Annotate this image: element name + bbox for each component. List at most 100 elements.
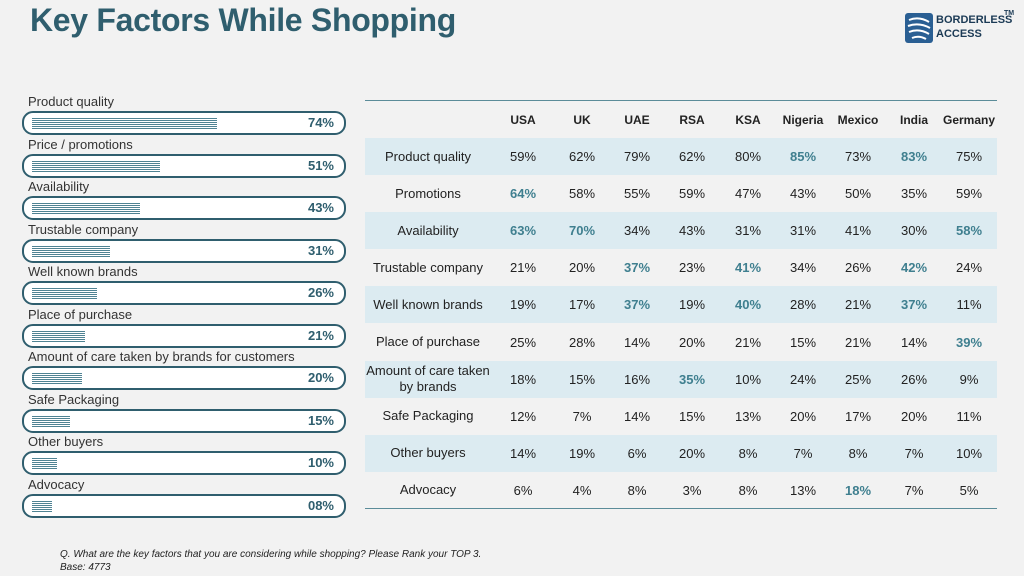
bar [32, 160, 160, 172]
bar-frame: 74% [22, 111, 346, 135]
table-cell: 21% [844, 297, 872, 313]
table-cell: 26% [844, 260, 872, 276]
table-cell: 7% [904, 482, 924, 498]
table-top-rule [365, 100, 997, 101]
table-cell: 11% [956, 408, 982, 424]
page-title: Key Factors While Shopping [30, 2, 457, 38]
table-cell: 50% [844, 186, 872, 202]
bar [32, 415, 70, 427]
table-cell: 17% [844, 408, 872, 424]
row-label: Trustable company [372, 259, 484, 275]
table-cell: 25% [509, 334, 537, 350]
table-cell-highlighted: 37% [900, 297, 928, 313]
footnote-question: Q. What are the key factors that you are… [60, 549, 482, 560]
row-label: Safe Packaging [382, 408, 474, 424]
table-cell: 34% [623, 223, 651, 239]
table-cell: 10% [955, 445, 983, 461]
bar-value-label: 74% [307, 115, 334, 130]
table-cell: 8% [848, 445, 868, 461]
table-cell-highlighted: 18% [844, 482, 872, 498]
column-header: USA [510, 113, 536, 127]
bar-category-label: Advocacy [28, 476, 85, 492]
footnote: Q. What are the key factors that you are… [60, 548, 481, 574]
bar-category-label: Product quality [28, 94, 114, 109]
table-cell: 21% [509, 260, 537, 276]
table-cell: 18% [509, 371, 537, 387]
table-cell-highlighted: 39% [955, 334, 983, 350]
bar [32, 118, 217, 129]
table-cell: 19% [568, 445, 596, 461]
table-cell: 11% [956, 297, 982, 313]
logo-line-1: BORDERLESS [936, 14, 1013, 26]
table-cell-highlighted: 70% [568, 223, 596, 239]
brand-logo: BORDERLESS ACCESS TM [904, 10, 1015, 46]
table-cell-highlighted: 37% [623, 260, 651, 276]
table-cell: 15% [568, 371, 596, 387]
table-cell: 55% [623, 186, 651, 202]
table-row: Safe Packaging 12% 7% 14% 15% 13% 20% 17% 20% 11% [365, 398, 997, 435]
table-cell: 14% [623, 334, 651, 350]
logo-line-2: ACCESS [936, 28, 982, 40]
bar-category-label: Well known brands [28, 264, 138, 279]
table-cell: 23% [678, 260, 706, 276]
table-cell: 3% [682, 482, 702, 498]
bar-frame: 31% [22, 238, 346, 263]
table-cell: 6% [627, 445, 647, 461]
bar [32, 458, 57, 469]
table-cell: 21% [734, 334, 762, 350]
table-cell-highlighted: 83% [900, 149, 928, 164]
bar-item: Well known brands 26% [22, 264, 352, 306]
bar-value-label: 15% [307, 412, 334, 428]
bar [32, 203, 140, 214]
bar-category-label: Safe Packaging [28, 391, 120, 407]
table-row: Other buyers 14% 19% 6% 20% 8% 7% 8% 7% 10% [365, 434, 997, 472]
table-cell-highlighted: 40% [734, 297, 762, 313]
table-row: Well known brands 19% 17% 37% 19% 40% 28% 21% 37… [365, 286, 997, 324]
table-cell: 41% [844, 223, 872, 239]
bar-frame: 43% [22, 196, 346, 220]
table-cell: 19% [509, 297, 537, 313]
table-row: Amount of care taken by brands 18% 15% 16% 3… [365, 360, 997, 398]
bar-item: Place of purchase 21% [22, 307, 352, 349]
bar-value-label: 26% [307, 285, 334, 300]
row-label: Well known brands [373, 296, 483, 312]
bar-frame: 08% [22, 493, 346, 518]
table-cell: 21% [844, 334, 872, 350]
table-cell: 62% [568, 149, 596, 164]
table-cell: 8% [738, 445, 758, 461]
bar-item: Other buyers 10% [22, 434, 352, 476]
table-row: Trustable company 21% 20% 37% 23% 41% 34% 26% 42… [365, 249, 997, 286]
column-header: KSA [735, 113, 761, 127]
table-cell: 8% [627, 482, 647, 498]
table-cell-highlighted: 41% [734, 260, 762, 276]
bar-frame: 10% [22, 451, 346, 475]
table-bottom-rule [365, 508, 997, 509]
logo-wordmark: BORDERLESS ACCESS [936, 13, 1014, 41]
bar [32, 500, 52, 512]
table-cell: 58% [568, 186, 596, 202]
bar-frame: 21% [22, 323, 346, 348]
bar-category-label: Other buyers [28, 434, 104, 449]
bar [32, 373, 82, 384]
bar-frame: 20% [22, 366, 346, 390]
bar-category-label: Place of purchase [28, 306, 133, 322]
table-cell: 75% [955, 149, 983, 164]
table-cell: 25% [844, 371, 872, 387]
table-cell: 8% [738, 482, 758, 498]
bar-value-label: 43% [307, 200, 334, 215]
table-cell: 19% [678, 297, 706, 313]
column-header: UAE [624, 113, 650, 127]
table-cell: 80% [734, 149, 762, 164]
table-cell: 43% [678, 223, 706, 239]
column-header: Nigeria [782, 113, 824, 127]
table-cell: 79% [623, 149, 651, 164]
table-cell: 62% [678, 149, 706, 164]
table-cell: 6% [513, 482, 533, 498]
bar-frame: 26% [22, 281, 346, 305]
table-cell: 5% [959, 482, 979, 498]
table-cell: 20% [900, 408, 928, 424]
logo-trademark: TM [1004, 10, 1015, 17]
row-label: Place of purchase [375, 334, 481, 349]
table-cell: 7% [793, 445, 813, 461]
bar-item: Trustable company 31% [22, 222, 352, 264]
